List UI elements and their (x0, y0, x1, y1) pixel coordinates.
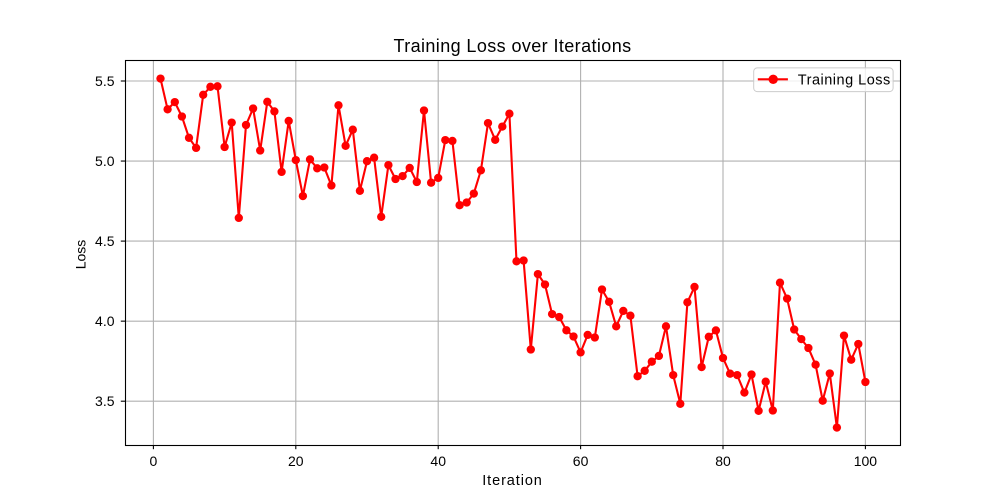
svg-text:20: 20 (288, 453, 304, 469)
svg-text:4.5: 4.5 (95, 233, 115, 249)
svg-text:Loss: Loss (73, 240, 89, 270)
svg-text:100: 100 (854, 453, 878, 469)
svg-text:40: 40 (430, 453, 446, 469)
svg-text:5.5: 5.5 (95, 73, 115, 89)
svg-text:Iteration: Iteration (482, 473, 543, 489)
svg-text:0: 0 (150, 453, 158, 469)
svg-text:3.5: 3.5 (95, 393, 115, 409)
svg-text:5.0: 5.0 (95, 153, 115, 169)
svg-text:80: 80 (715, 453, 731, 469)
svg-text:Training Loss: Training Loss (798, 72, 891, 88)
svg-text:60: 60 (573, 453, 589, 469)
svg-text:4.0: 4.0 (95, 313, 115, 329)
svg-text:Training Loss over Iterations: Training Loss over Iterations (393, 36, 631, 56)
